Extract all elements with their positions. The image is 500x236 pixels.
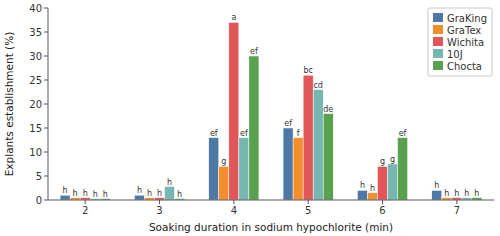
data-label: h: [93, 190, 98, 199]
bar: [60, 195, 70, 200]
x-tick-label: 5: [305, 205, 311, 216]
data-label: de: [323, 105, 333, 114]
bar: [303, 75, 313, 200]
legend-swatch: [433, 37, 443, 46]
x-tick: [233, 200, 234, 204]
legend-swatch: [433, 13, 443, 22]
data-label: bc: [303, 66, 312, 75]
data-label: g: [380, 157, 385, 166]
bar: [313, 90, 323, 200]
y-tick: [44, 80, 48, 81]
bar: [229, 22, 239, 200]
bar: [398, 138, 408, 200]
data-label: h: [103, 190, 108, 199]
y-tick: [44, 128, 48, 129]
data-labels: hhefefhhhhgfhhhhabcghhhefcdghhhefdeefh: [63, 13, 480, 198]
data-label: h: [167, 178, 172, 187]
y-tick: [44, 200, 48, 201]
y-tick-label: 0: [36, 195, 42, 206]
x-axis-label: Soaking duration in sodium hypochlorite …: [149, 221, 393, 233]
data-label: h: [177, 190, 182, 199]
data-label: h: [137, 186, 142, 195]
data-label: ef: [210, 129, 218, 138]
bar: [134, 195, 144, 200]
y-tick-label: 15: [29, 123, 42, 134]
bar: [323, 114, 333, 200]
y-tick: [44, 32, 48, 33]
data-label: h: [83, 189, 88, 198]
data-label: h: [147, 189, 152, 198]
y-tick-label: 5: [36, 171, 42, 182]
data-label: ef: [250, 47, 258, 56]
legend-box: [428, 8, 492, 76]
y-tick-label: 10: [29, 147, 42, 158]
x-tick-label: 2: [82, 205, 88, 216]
y-tick: [44, 176, 48, 177]
x-tick: [85, 200, 86, 204]
x-tick-label: 6: [379, 205, 385, 216]
x-tick: [308, 200, 309, 204]
data-label: h: [157, 189, 162, 198]
y-tick: [44, 8, 48, 9]
bar: [357, 190, 367, 200]
data-label: h: [474, 189, 479, 198]
bar: [219, 166, 229, 200]
x-axis: [48, 200, 494, 201]
bar: [239, 138, 249, 200]
data-label: h: [73, 189, 78, 198]
bar: [388, 164, 398, 200]
y-axis-label: Explants establishment (%): [3, 32, 15, 177]
bar: [249, 56, 259, 200]
data-label: h: [370, 184, 375, 193]
x-tick: [382, 200, 383, 204]
data-label: ef: [240, 129, 248, 138]
data-label: ef: [284, 119, 292, 128]
legend-swatch: [433, 61, 443, 70]
y-tick-label: 20: [29, 99, 42, 110]
bars: [60, 22, 482, 200]
data-label: h: [434, 181, 439, 190]
legend-label: Wichita: [447, 37, 484, 48]
data-label: h: [454, 189, 459, 198]
x-tick-label: 4: [231, 205, 237, 216]
y-tick-label: 30: [29, 51, 42, 62]
bar: [377, 166, 387, 200]
x-tick-label: 3: [156, 205, 162, 216]
x-tick: [159, 200, 160, 204]
x-tick-label: 7: [454, 205, 460, 216]
data-label: ef: [399, 129, 407, 138]
data-label: cd: [313, 81, 322, 90]
data-label: h: [360, 181, 365, 190]
legend-label: GraKing: [447, 13, 487, 24]
y-tick: [44, 56, 48, 57]
data-label: h: [464, 189, 469, 198]
data-label: g: [390, 155, 395, 164]
y-tick-label: 25: [29, 75, 42, 86]
data-label: f: [297, 129, 300, 138]
legend-label: 10J: [447, 49, 463, 60]
y-tick: [44, 104, 48, 105]
x-tick: [456, 200, 457, 204]
data-label: h: [63, 186, 68, 195]
bar: [209, 138, 219, 200]
bar: [165, 187, 175, 200]
y-tick-label: 35: [29, 27, 42, 38]
legend-label: Chocta: [447, 61, 482, 72]
data-label: h: [444, 189, 449, 198]
bar: [432, 190, 442, 200]
y-tick: [44, 152, 48, 153]
bar: [283, 128, 293, 200]
data-label: g: [221, 157, 226, 166]
legend-swatch: [433, 49, 443, 58]
chart: hhefefhhhhgfhhhhabcghhhefcdghhhefdeefh05…: [0, 0, 500, 236]
bar: [293, 138, 303, 200]
bar: [367, 193, 377, 200]
legend: GraKingGraTexWichita10JChocta: [428, 8, 492, 76]
y-tick-label: 40: [29, 3, 42, 14]
legend-label: GraTex: [447, 25, 481, 36]
data-label: a: [231, 13, 236, 22]
legend-swatch: [433, 25, 443, 34]
